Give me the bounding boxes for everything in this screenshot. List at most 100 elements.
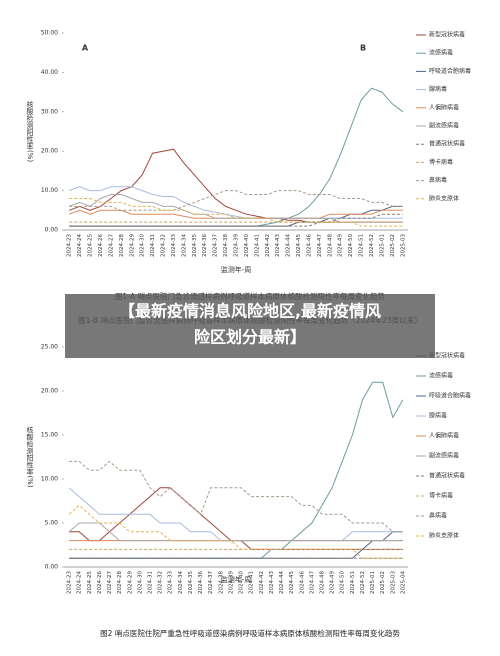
banner-text: 险区划分最新】 [194, 328, 306, 347]
legend-label: 副流感病毒 [429, 122, 459, 130]
y-axis-label: 核酸检测阳性率(%) [26, 100, 34, 162]
x-tick-label: 2024-37 [208, 571, 214, 594]
legend-label: 鼻病毒 [429, 512, 447, 520]
x-tick-label: 2024-38 [223, 234, 229, 257]
x-tick-label: 2024-45 [296, 234, 302, 257]
series-line [68, 522, 403, 542]
x-tick-label: 2024-25 [88, 234, 94, 257]
x-tick-label: 2024-26 [97, 571, 103, 594]
legend-label: 新型冠状病毒 [429, 352, 465, 360]
x-tick-label: 2024-48 [327, 234, 333, 257]
y-tick-label: 10.00 [41, 476, 58, 483]
panel-label: B [360, 44, 366, 53]
x-tick-label: 2024-36 [198, 571, 204, 594]
x-tick-label: 2024-41 [249, 571, 255, 594]
series-line [69, 198, 403, 227]
x-tick-label: 2024-37 [213, 234, 219, 257]
x-tick-label: 2025-01 [379, 234, 385, 257]
series-line [69, 460, 403, 533]
y-tick-label: 25.00 [41, 344, 58, 351]
x-tick-label: 2025-03 [390, 571, 396, 594]
x-tick-label: 2024-46 [299, 571, 305, 594]
x-tick-label: 2024-35 [192, 234, 198, 257]
x-tick-label: 2025-01 [370, 571, 376, 594]
legend-label: 博卡病毒 [429, 158, 453, 166]
x-tick-label: 2024-34 [178, 571, 184, 594]
series-line [69, 213, 403, 227]
series-line [68, 504, 403, 559]
x-tick-label: 2024-33 [168, 571, 174, 594]
x-axis-label: 监测年-周 [221, 265, 252, 274]
x-tick-label: 2025-03 [400, 234, 406, 257]
legend-label: 普通冠状病毒 [429, 140, 465, 148]
x-tick-label: 2024-47 [309, 571, 315, 594]
panel-label: A [82, 44, 89, 53]
legend-label: 鼻病毒 [429, 176, 447, 184]
x-tick-label: 2024-42 [259, 571, 265, 594]
x-tick-label: 2024-26 [98, 234, 104, 257]
x-tick-label: 2024-27 [108, 234, 114, 257]
x-tick-label: 2024-29 [129, 234, 135, 257]
x-tick-label: 2024-40 [244, 234, 250, 257]
legend-label: 腺病毒 [429, 85, 447, 93]
x-tick-label: 2024-48 [320, 571, 326, 594]
chart-caption: 图2 哨点医院住院严重急性呼吸道感染病例呼吸道样本病原体核酸检测阳性率每周变化趋… [100, 628, 400, 638]
x-tick-label: 2024-39 [228, 571, 234, 594]
x-tick-label: 2024-23 [67, 571, 73, 594]
y-tick-label: 15.00 [41, 432, 58, 439]
y-tick-label: 40.00 [41, 69, 58, 76]
y-tick-label: 0.00 [45, 227, 59, 234]
x-tick-label: 2024-49 [338, 234, 344, 257]
legend-label: 呼吸道合胞病毒 [429, 67, 471, 75]
x-tick-label: 2024-50 [348, 234, 354, 257]
banner-text: 【最新疫情消息风险地区,最新疫情风 [119, 302, 381, 321]
x-tick-label: 2024-24 [77, 571, 83, 594]
x-tick-label: 2024-45 [289, 571, 295, 594]
x-tick-label: 2024-31 [148, 571, 154, 594]
y-tick-label: 10.00 [41, 187, 58, 194]
x-tick-label: 2024-27 [107, 571, 113, 594]
x-tick-label: 2025-02 [390, 234, 396, 257]
banner-bg [65, 294, 435, 358]
x-tick-label: 2024-52 [369, 234, 375, 257]
legend-label: 肺炎支原体 [429, 532, 459, 540]
x-tick-label: 2024-30 [140, 234, 146, 257]
y-axis-label: 核酸检测阳性率(%) [26, 426, 34, 488]
x-tick-label: 2024-29 [127, 571, 133, 594]
x-tick-label: 2024-30 [137, 571, 143, 594]
legend-label: 博卡病毒 [429, 492, 453, 500]
x-tick-label: 2024-52 [360, 571, 366, 594]
y-tick-label: 50.00 [41, 30, 58, 37]
x-tick-label: 2024-51 [359, 234, 365, 257]
x-tick-label: 2025-04 [400, 571, 406, 594]
x-tick-label: 2024-32 [161, 234, 167, 257]
legend-label: 肺炎支原体 [429, 194, 459, 202]
series-line [69, 190, 403, 211]
x-tick-label: 2024-44 [279, 571, 285, 594]
x-tick-label: 2024-25 [87, 571, 93, 594]
x-tick-label: 2024-46 [306, 234, 312, 257]
series-line [69, 186, 403, 219]
legend-label: 流感病毒 [429, 49, 453, 57]
y-tick-label: 5.00 [45, 520, 59, 527]
x-tick-label: 2024-44 [286, 234, 292, 257]
x-tick-label: 2024-49 [330, 571, 336, 594]
legend-label: 人偏肺病毒 [429, 103, 459, 111]
x-tick-label: 2024-31 [150, 234, 156, 257]
x-tick-label: 2024-32 [158, 571, 164, 594]
x-tick-label: 2024-50 [340, 571, 346, 594]
legend-label: 腺病毒 [429, 412, 447, 420]
x-tick-label: 2024-35 [188, 571, 194, 594]
x-tick-label: 2024-42 [265, 234, 271, 257]
x-tick-label: 2024-39 [234, 234, 240, 257]
x-axis-label: 监测年-周 [221, 575, 252, 584]
x-tick-label: 2024-38 [218, 571, 224, 594]
legend-label: 人偏肺病毒 [429, 432, 459, 440]
legend-label: 流感病毒 [429, 372, 453, 380]
x-tick-label: 2024-47 [317, 234, 323, 257]
x-tick-label: 2024-43 [269, 571, 275, 594]
x-tick-label: 2024-43 [275, 234, 281, 257]
legend-label: 新型冠状病毒 [429, 31, 465, 39]
y-tick-label: 20.00 [41, 388, 58, 395]
